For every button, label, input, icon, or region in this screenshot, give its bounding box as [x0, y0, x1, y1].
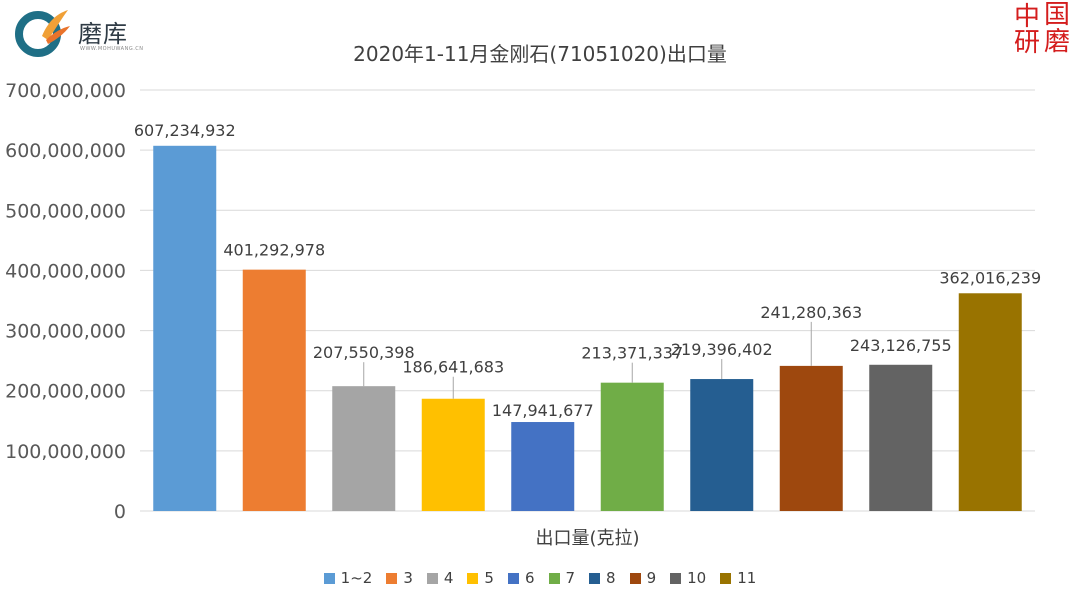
- data-label: 219,396,402: [671, 340, 773, 359]
- brand-logo: 磨库 WWW.MOHUWANG.CN: [12, 6, 152, 58]
- legend-item: 11: [720, 569, 756, 587]
- data-label: 186,641,683: [402, 358, 504, 377]
- legend-item: 9: [629, 569, 657, 587]
- data-label: 607,234,932: [134, 121, 236, 140]
- data-label: 243,126,755: [850, 336, 952, 355]
- legend-item: 7: [548, 569, 576, 587]
- legend-swatch: [467, 572, 479, 584]
- data-label: 401,292,978: [223, 241, 325, 260]
- legend-label: 5: [484, 569, 494, 587]
- legend-swatch: [548, 572, 560, 584]
- legend-label: 4: [443, 569, 454, 587]
- legend-swatch: [507, 572, 519, 584]
- legend-swatch: [589, 572, 601, 584]
- legend-item: 8: [589, 569, 616, 587]
- brand-url: WWW.MOHUWANG.CN: [80, 46, 144, 52]
- y-tick-label: 100,000,000: [5, 441, 126, 463]
- bar-chart: 0 100,000,000 200,000,000 300,000,000 400,00…: [5, 80, 1041, 549]
- legend-swatch: [670, 572, 682, 584]
- legend-item: 6: [507, 569, 535, 587]
- legend-item: 5: [467, 569, 494, 587]
- y-tick-label: 300,000,000: [5, 321, 126, 343]
- legend-label: 11: [737, 569, 757, 587]
- bar-11: [958, 293, 1022, 511]
- bar-10: [869, 364, 933, 511]
- chart-legend: 1~2 3 4 5 6 7 8 9 10 11: [0, 569, 1080, 587]
- bar-4: [332, 386, 396, 511]
- data-label: 362,016,239: [939, 268, 1041, 287]
- bar-5: [421, 398, 485, 511]
- data-label: 207,550,398: [313, 343, 415, 362]
- bar-8: [690, 379, 754, 511]
- legend-label: 3: [403, 569, 413, 587]
- data-label: 213,371,337: [581, 344, 683, 363]
- legend-label: 7: [565, 569, 576, 587]
- seal-char-4: 磨: [1044, 27, 1071, 57]
- seal-char-1: 中: [1014, 2, 1041, 32]
- legend-item: 1~2: [323, 569, 373, 587]
- legend-swatch: [629, 572, 641, 584]
- legend-swatch: [386, 572, 398, 584]
- data-label: 241,280,363: [760, 303, 862, 322]
- bar-9: [779, 365, 843, 511]
- y-tick-label: 700,000,000: [5, 80, 126, 102]
- data-label: 147,941,677: [492, 401, 594, 420]
- legend-swatch: [426, 572, 438, 584]
- bar-7: [600, 382, 664, 511]
- seal-char-2: 国: [1044, 0, 1071, 30]
- bar-1~2: [153, 145, 217, 511]
- bar-3: [242, 269, 306, 511]
- chart-title: 2020年1-11月金刚石(71051020)出口量: [353, 42, 727, 66]
- legend-label: 1~2: [340, 569, 373, 587]
- legend-label: 10: [687, 569, 707, 587]
- legend-swatch: [720, 572, 732, 584]
- y-tick-label: 200,000,000: [5, 381, 126, 403]
- y-tick-label: 400,000,000: [5, 260, 126, 282]
- brand-logo-icon: [15, 10, 70, 57]
- x-axis-label: 出口量(克拉): [535, 528, 639, 549]
- seal-logo: 中 国 研 磨: [1014, 2, 1076, 56]
- y-tick-label: 600,000,000: [5, 140, 126, 162]
- legend-item: 10: [670, 569, 706, 587]
- legend-label: 6: [524, 569, 535, 587]
- bar-6: [511, 422, 575, 511]
- legend-item: 3: [386, 569, 413, 587]
- legend-swatch: [323, 572, 335, 584]
- brand-name: 磨库: [78, 20, 128, 48]
- legend-label: 8: [606, 569, 616, 587]
- y-tick-label: 500,000,000: [5, 200, 126, 222]
- legend-item: 4: [426, 569, 454, 587]
- legend-label: 9: [646, 569, 657, 587]
- seal-char-3: 研: [1014, 28, 1041, 58]
- y-tick-label: 0: [114, 501, 126, 523]
